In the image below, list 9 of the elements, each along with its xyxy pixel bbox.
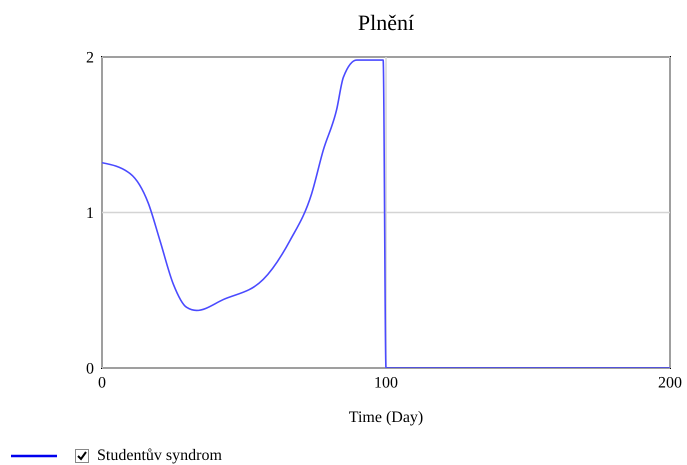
y-tick-label: 2 bbox=[86, 50, 94, 67]
text: Studentův syndrom bbox=[97, 447, 222, 465]
y-tick-label: 0 bbox=[86, 360, 94, 378]
x-tick-label: 0 bbox=[98, 374, 106, 392]
chart-title: Plnění bbox=[356, 10, 416, 36]
x-tick-label: 100 bbox=[374, 374, 398, 392]
x-tick-label: 200 bbox=[658, 374, 682, 392]
y-tick-label: 1 bbox=[86, 205, 94, 222]
x-axis-title: Time (Day) bbox=[348, 409, 424, 426]
